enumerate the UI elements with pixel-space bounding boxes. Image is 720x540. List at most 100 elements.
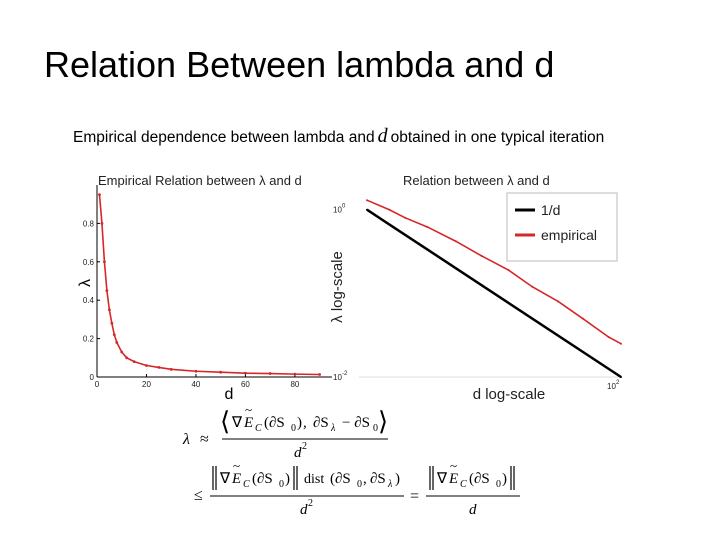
left-series-empirical-point bbox=[100, 222, 104, 225]
right-chart-axes: 10 010 -210 2 bbox=[333, 204, 621, 391]
right-series-empirical-point bbox=[507, 269, 510, 272]
slide-title: Relation Between lambda and d bbox=[44, 44, 555, 85]
eq2-arg-sub: 0 bbox=[279, 479, 284, 490]
eq1-right-angle: ⟩ bbox=[378, 407, 388, 436]
left-x-tick-label: 20 bbox=[142, 380, 151, 389]
eq1-minus-S0: − ∂S bbox=[342, 415, 370, 431]
right-series-1/d-line bbox=[366, 208, 622, 379]
right-series-empirical-point bbox=[404, 216, 407, 219]
eq2-dist-close: ) bbox=[395, 471, 400, 487]
right-series-1/d-point bbox=[620, 376, 622, 378]
left-chart: Empirical Relation between λ and d 0 20 40… bbox=[77, 173, 332, 403]
left-chart-axes: 0 20 40 60 80 0 0.2 0.4 0.6 0.8 bbox=[83, 185, 332, 389]
right-series-empirical-point bbox=[581, 317, 584, 320]
right-series-1/d-point bbox=[366, 208, 368, 211]
left-series-empirical-point bbox=[169, 367, 173, 371]
left-series-empirical-point bbox=[293, 372, 297, 376]
right-x-tick-exponent: 2 bbox=[616, 380, 620, 386]
left-x-tick-label: 40 bbox=[191, 380, 200, 389]
left-chart-series bbox=[98, 193, 322, 376]
left-series-empirical-point bbox=[120, 350, 124, 354]
eq3-nabla: ∇ bbox=[436, 471, 448, 487]
right-series-empirical-point bbox=[454, 240, 457, 243]
left-x-tick-label: 80 bbox=[290, 380, 299, 389]
right-series-empirical-point bbox=[366, 199, 368, 202]
figure-caption: Empirical dependence between lambda and d… bbox=[73, 126, 673, 148]
eq1-minus-S0-sub: 0 bbox=[373, 423, 378, 434]
right-series-empirical-point bbox=[531, 285, 534, 288]
eq2-dist-S-lambda: ∂S bbox=[370, 471, 386, 487]
caption-text-end: obtained in one typical iteration bbox=[390, 129, 605, 146]
eq1-S-lambda-sub: λ bbox=[330, 423, 336, 434]
eq1-arg-close: ) bbox=[297, 415, 302, 431]
eq-lambda: λ bbox=[182, 431, 190, 448]
left-x-tick-label: 60 bbox=[241, 380, 250, 389]
right-y-tick-label: 10 bbox=[333, 373, 342, 382]
eq3-arg: (∂S bbox=[469, 471, 490, 487]
eq2-denominator-exp: 2 bbox=[308, 498, 313, 509]
legend-entry-2: empirical bbox=[541, 227, 597, 243]
left-series-empirical-point bbox=[219, 370, 223, 374]
eq3-E: E bbox=[448, 471, 458, 487]
left-series-empirical-point bbox=[318, 373, 322, 376]
eq1-E: E bbox=[243, 415, 253, 431]
eq1-arg: (∂S bbox=[264, 415, 285, 431]
right-y-tick-label: 10 bbox=[333, 206, 342, 215]
left-series-empirical-point bbox=[110, 321, 114, 325]
equation-bound: ≤ ∇ E ~ C (∂S 0 ) dist (∂S 0 , ∂S λ ) d … bbox=[194, 458, 520, 518]
eq2-arg: (∂S bbox=[252, 471, 273, 487]
eq1-E-subscript: C bbox=[255, 423, 262, 434]
eq1-S-lambda: ∂S bbox=[313, 415, 329, 431]
eq2-dist-arg-sub: 0 bbox=[357, 479, 362, 490]
left-series-empirical-line bbox=[98, 194, 320, 376]
right-series-empirical-point bbox=[426, 226, 429, 229]
right-x-tick-label: 10 bbox=[607, 382, 616, 391]
left-y-tick-label: 0.2 bbox=[83, 335, 95, 344]
left-series-empirical-point bbox=[107, 308, 111, 312]
left-chart-ylabel: λ bbox=[77, 279, 94, 287]
right-chart-title: Relation between λ and d bbox=[403, 173, 550, 188]
right-chart-legend: 1/d empirical bbox=[506, 192, 618, 262]
eq3-arg-close: ) bbox=[502, 471, 507, 487]
eq2-dist: dist bbox=[304, 472, 324, 487]
left-series-empirical-point bbox=[115, 341, 119, 344]
eq1-arg-sub: 0 bbox=[291, 423, 296, 434]
left-series-empirical-point bbox=[112, 333, 116, 337]
eq2-dist-S-lambda-sub: λ bbox=[387, 479, 393, 490]
eq1-nabla: ∇ bbox=[231, 415, 243, 431]
right-series-empirical-point bbox=[620, 342, 622, 345]
right-chart-xlabel: d log-scale bbox=[473, 386, 546, 403]
right-series-empirical-point bbox=[388, 208, 391, 211]
right-chart: Relation between λ and d 10 010 -210 2 1/d … bbox=[329, 173, 622, 403]
eq2-dist-arg: (∂S bbox=[330, 471, 351, 487]
legend-box bbox=[506, 192, 618, 262]
left-series-empirical-point bbox=[98, 193, 101, 196]
eq1-denominator-d: d bbox=[294, 445, 302, 461]
eq1-left-angle: ⟨ bbox=[220, 407, 230, 436]
left-series-empirical-point bbox=[244, 371, 247, 375]
equation-lambda-approx: λ ≈ ⟨ ∇ E ~ C (∂S 0 ) , ∂S λ − ∂S 0 ⟩ d … bbox=[182, 402, 388, 461]
right-y-tick-exponent: 0 bbox=[342, 204, 346, 210]
eq-equals: = bbox=[410, 488, 419, 505]
eq2-dist-comma: , bbox=[363, 471, 367, 487]
left-y-tick-label: 0.4 bbox=[83, 296, 95, 305]
left-series-empirical-point bbox=[145, 364, 148, 367]
eq2-E-tilde: ~ bbox=[233, 458, 240, 473]
caption-d-symbol: d bbox=[377, 125, 388, 147]
legend-entry-1: 1/d bbox=[541, 202, 560, 218]
left-series-empirical-point bbox=[105, 289, 109, 292]
left-series-empirical-point bbox=[194, 369, 198, 373]
eq3-arg-sub: 0 bbox=[496, 479, 501, 490]
left-x-tick-label: 0 bbox=[95, 380, 100, 389]
right-chart-ylabel: λ log-scale bbox=[329, 251, 346, 323]
right-y-tick-exponent: -2 bbox=[342, 371, 348, 377]
eq3-denominator-d: d bbox=[469, 502, 477, 518]
left-series-empirical-point bbox=[125, 356, 129, 360]
eq1-comma: , bbox=[303, 415, 307, 431]
right-series-empirical-point bbox=[607, 336, 610, 339]
right-series-empirical-point bbox=[480, 254, 483, 257]
left-y-tick-label: 0.6 bbox=[83, 258, 95, 267]
left-series-empirical-point bbox=[268, 372, 272, 375]
eq3-E-tilde: ~ bbox=[450, 458, 457, 473]
left-chart-title: Empirical Relation between λ and d bbox=[98, 173, 302, 188]
